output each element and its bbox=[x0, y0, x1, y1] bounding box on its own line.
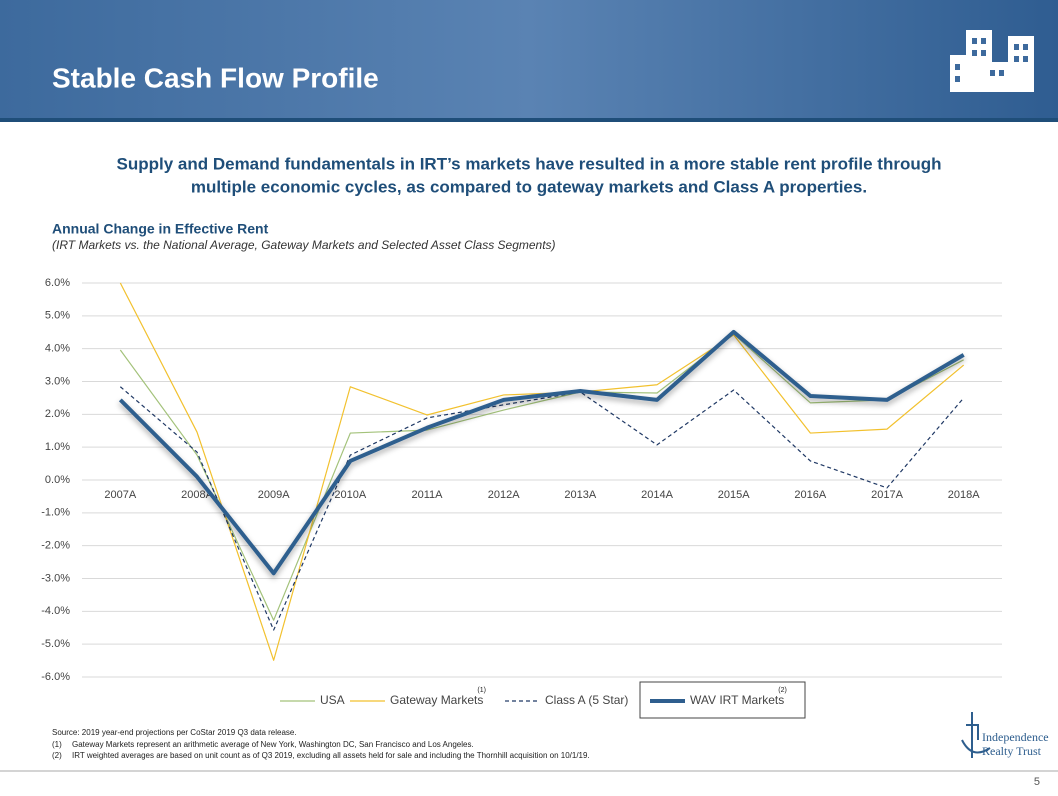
y-tick-label: 2.0% bbox=[45, 408, 70, 420]
building-windows bbox=[955, 38, 1028, 82]
y-tick-label: 1.0% bbox=[45, 441, 70, 453]
legend-highlight-box bbox=[639, 681, 806, 719]
x-tick-label: 2014A bbox=[641, 489, 673, 501]
chart-subtitle: (IRT Markets vs. the National Average, G… bbox=[52, 238, 556, 252]
logo-text: Realty Trust bbox=[982, 744, 1042, 758]
source-note: Source: 2019 year-end projections per Co… bbox=[52, 728, 297, 737]
buildings-icon bbox=[950, 30, 1034, 92]
y-tick-label: -1.0% bbox=[41, 507, 70, 519]
x-tick-label: 2015A bbox=[718, 489, 750, 501]
y-tick-label: 6.0% bbox=[45, 277, 70, 289]
y-tick-label: -3.0% bbox=[41, 572, 70, 584]
legend-label: WAV IRT Markets bbox=[690, 693, 784, 707]
y-tick-label: -2.0% bbox=[41, 540, 70, 552]
x-tick-label: 2007A bbox=[104, 489, 136, 501]
legend-note: (1) bbox=[477, 687, 486, 694]
x-tick-label: 2013A bbox=[564, 489, 596, 501]
series-line bbox=[119, 386, 965, 631]
series-line bbox=[119, 333, 964, 621]
x-tick-label: 2008A bbox=[181, 489, 213, 501]
page-number: 5 bbox=[1034, 776, 1040, 788]
legend-label: Gateway Markets bbox=[390, 693, 483, 707]
x-tick-label: 2017A bbox=[871, 489, 903, 501]
legend-note: (2) bbox=[778, 687, 787, 694]
footnote-text: Gateway Markets represent an arithmetic … bbox=[72, 740, 474, 749]
legend-label: Class A (5 Star) bbox=[545, 693, 628, 707]
header-band bbox=[0, 0, 1058, 122]
slide-title: Stable Cash Flow Profile bbox=[52, 62, 379, 93]
x-tick-label: 2016A bbox=[794, 489, 826, 501]
x-tick-label: 2018A bbox=[948, 489, 980, 501]
header-rule bbox=[0, 118, 1058, 122]
footnote-text: IRT weighted averages are based on unit … bbox=[72, 751, 590, 760]
footnote-marker: (1) bbox=[52, 740, 62, 749]
x-tick-label: 2009A bbox=[258, 489, 290, 501]
logo-icon bbox=[961, 712, 991, 758]
y-tick-label: -5.0% bbox=[41, 638, 70, 650]
logo-text: Independence bbox=[982, 730, 1049, 744]
y-tick-label: 5.0% bbox=[45, 310, 70, 322]
legend-label: USA bbox=[320, 693, 345, 707]
series-line bbox=[118, 329, 965, 576]
series-line bbox=[119, 282, 965, 661]
y-tick-label: -4.0% bbox=[41, 605, 70, 617]
y-tick-label: 3.0% bbox=[45, 375, 70, 387]
y-tick-label: 0.0% bbox=[45, 474, 70, 486]
chart-title: Annual Change in Effective Rent bbox=[52, 221, 269, 237]
footnote-marker: (2) bbox=[52, 751, 62, 760]
x-tick-label: 2012A bbox=[488, 489, 520, 501]
x-tick-label: 2010A bbox=[334, 489, 366, 501]
x-tick-label: 2011A bbox=[412, 489, 444, 501]
y-tick-label: -6.0% bbox=[41, 671, 70, 683]
y-tick-label: 4.0% bbox=[45, 343, 70, 355]
intro-line: multiple economic cycles, as compared to… bbox=[191, 177, 867, 196]
intro-line: Supply and Demand fundamentals in IRT’s … bbox=[117, 154, 942, 173]
